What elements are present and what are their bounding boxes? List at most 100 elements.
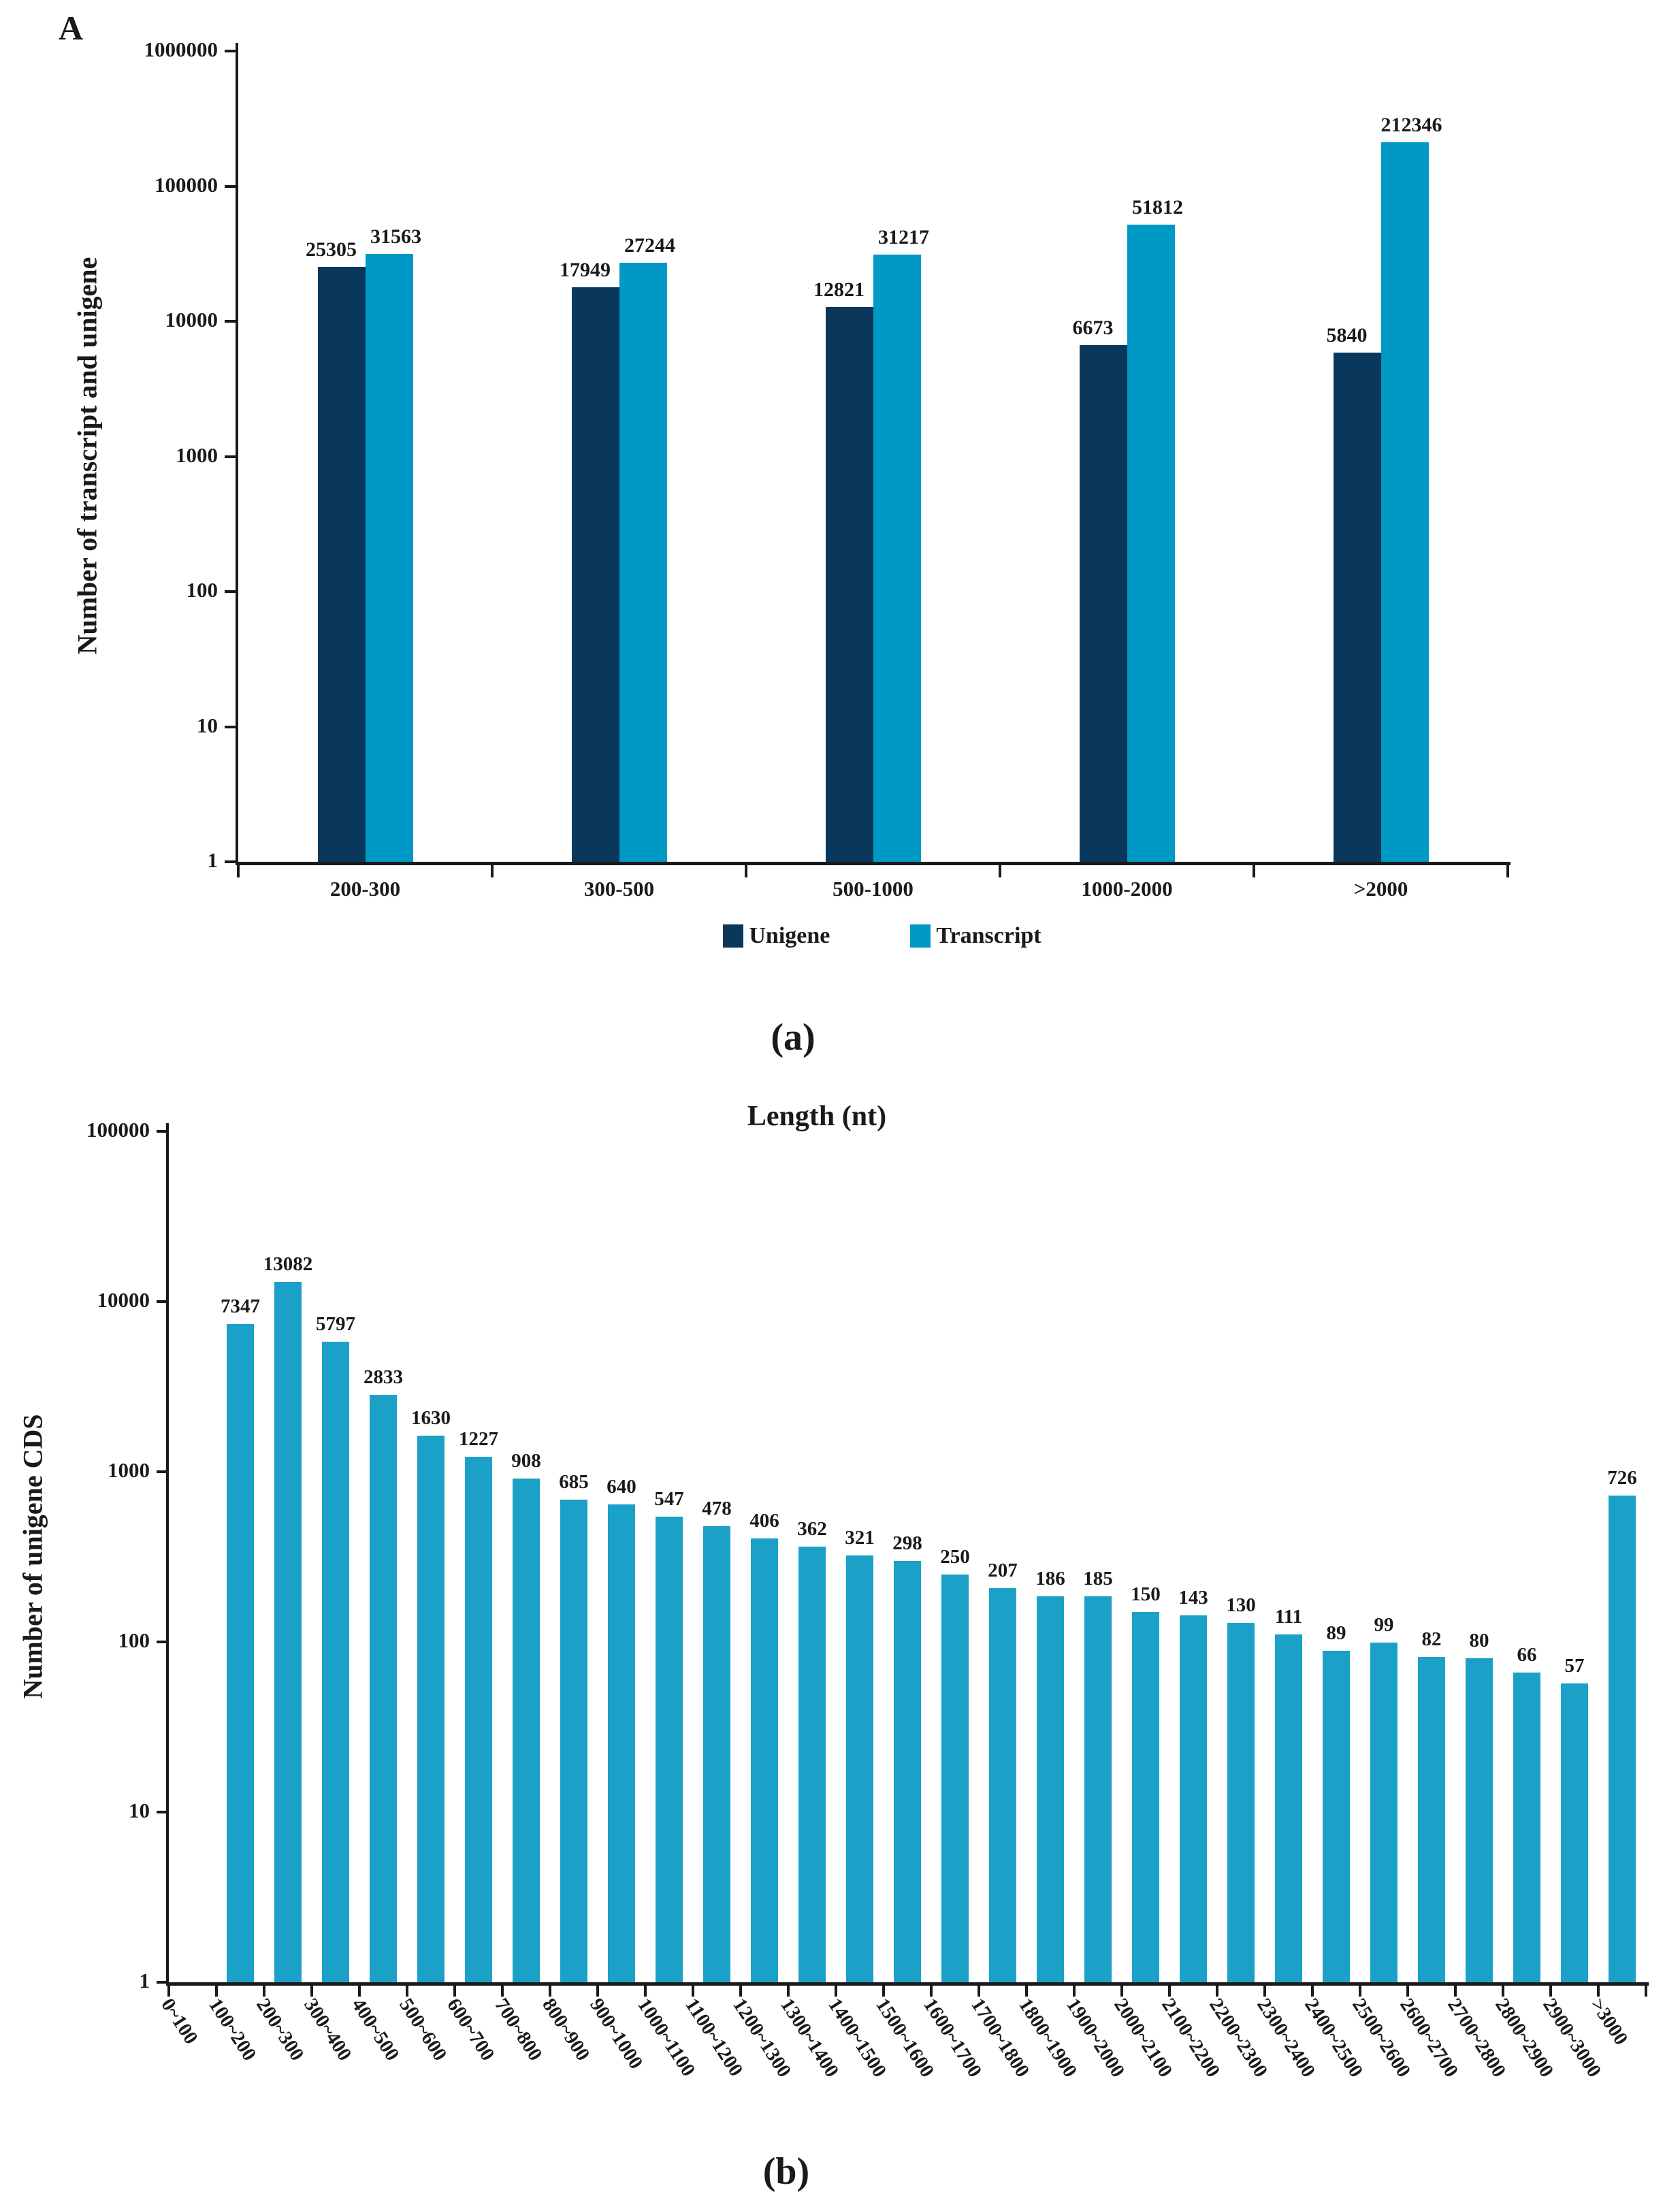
bar-unigene-cds: [989, 1588, 1016, 1982]
x-tick-a: [1253, 862, 1255, 877]
bar-value-label: 685: [559, 1471, 589, 1494]
bar-unigene: [571, 287, 619, 862]
x-tick-b: [406, 1982, 408, 1997]
x-tick-b: [739, 1982, 742, 1997]
y-tick-label-a: 10: [197, 713, 218, 737]
y-tick-b: [157, 1641, 166, 1643]
bar-unigene-cds: [370, 1394, 397, 1982]
bar-value-label: 298: [892, 1532, 922, 1555]
x-tick-b: [930, 1982, 933, 1997]
y-tick-b: [157, 1981, 166, 1984]
x-category-label: 200~300: [252, 1995, 308, 2065]
x-category-label: 1000-2000: [1081, 877, 1173, 901]
y-tick-label-b: 10000: [97, 1288, 150, 1312]
bar-value-label: 908: [511, 1450, 541, 1472]
x-tick-b: [215, 1982, 218, 1997]
bar-unigene-cds: [560, 1500, 587, 1982]
y-tick-b: [157, 1300, 166, 1303]
x-category-label: 500-1000: [833, 877, 914, 901]
x-tick-b: [549, 1982, 551, 1997]
bar-value-label: 111: [1274, 1605, 1303, 1628]
bar-unigene-cds: [941, 1574, 969, 1982]
x-tick-b: [596, 1982, 599, 1997]
x-category-label: 500~600: [395, 1995, 451, 2065]
bar-unigene-cds: [322, 1342, 349, 1982]
y-tick-a: [225, 320, 236, 323]
bar-unigene-cds: [1466, 1658, 1493, 1982]
bar-value-label: 25305: [306, 238, 357, 261]
bar-value-label: 31217: [878, 225, 929, 248]
x-tick-b: [167, 1982, 170, 1997]
y-tick-a: [225, 725, 236, 728]
bar-unigene-cds: [846, 1555, 873, 1982]
x-tick-b: [1120, 1982, 1123, 1997]
y-tick-b: [157, 1811, 166, 1813]
panel-a-label: A: [59, 9, 84, 47]
bar-unigene-cds: [1084, 1596, 1112, 1982]
y-tick-a: [225, 860, 236, 863]
bar-transcript: [365, 253, 413, 862]
x-tick-b: [310, 1982, 313, 1997]
y-tick-label-a: 1000: [176, 442, 218, 467]
x-tick-b: [1502, 1982, 1504, 1997]
x-category-label: 400~500: [347, 1995, 404, 2065]
bar-unigene-cds: [1132, 1611, 1159, 1982]
bar-unigene-cds: [1227, 1622, 1255, 1982]
bar-value-label: 5840: [1326, 324, 1368, 347]
bar-transcript: [619, 262, 667, 862]
x-tick-a: [237, 862, 240, 877]
x-tick-b: [501, 1982, 504, 1997]
bar-transcript: [873, 254, 921, 862]
x-tick-b: [1263, 1982, 1266, 1997]
bar-value-label: 130: [1226, 1594, 1256, 1616]
bar-value-label: 186: [1035, 1567, 1065, 1589]
x-tick-b: [1454, 1982, 1457, 1997]
bar-value-label: 5797: [316, 1313, 355, 1336]
x-tick-b: [1549, 1982, 1552, 1997]
bar-value-label: 185: [1083, 1568, 1113, 1590]
x-tick-b: [1073, 1982, 1076, 1997]
y-tick-a: [225, 184, 236, 188]
y-axis-line-a: [236, 43, 238, 865]
y-tick-a: [225, 590, 236, 593]
x-tick-b: [1025, 1982, 1028, 1997]
x-category-label: 0~100: [157, 1995, 202, 2048]
x-tick-b: [453, 1982, 456, 1997]
bar-value-label: 99: [1374, 1614, 1394, 1636]
x-axis-line-a: [236, 862, 1511, 865]
bar-unigene-cds: [656, 1516, 683, 1982]
bar-value-label: 478: [702, 1498, 732, 1520]
bar-value-label: 13082: [263, 1253, 313, 1275]
bar-value-label: 212346: [1380, 113, 1442, 136]
bar-value-label: 80: [1469, 1630, 1489, 1652]
x-tick-a: [1506, 862, 1509, 877]
bar-value-label: 207: [988, 1560, 1018, 1581]
chart-b-title: Length (nt): [747, 1101, 887, 1132]
x-tick-b: [1168, 1982, 1171, 1997]
x-tick-b: [692, 1982, 694, 1997]
x-tick-b: [263, 1982, 265, 1997]
y-tick-label-a: 10000: [165, 308, 219, 332]
bar-unigene: [317, 266, 366, 862]
x-category-label: 100~200: [204, 1995, 261, 2065]
bar-value-label: 82: [1421, 1628, 1442, 1650]
bar-unigene: [825, 306, 873, 862]
y-tick-label-b: 10: [129, 1798, 150, 1822]
x-tick-b: [882, 1982, 885, 1997]
x-tick-b: [1359, 1982, 1361, 1997]
bar-transcript: [1127, 225, 1175, 862]
x-tick-a: [491, 862, 494, 877]
unigene-legend-label: Unigene: [749, 923, 830, 948]
y-tick-b: [157, 1470, 166, 1473]
bar-value-label: 1630: [411, 1406, 451, 1429]
bar-unigene-cds: [513, 1479, 540, 1982]
y-tick-label-b: 100000: [86, 1118, 150, 1142]
x-tick-a: [745, 862, 747, 877]
bar-unigene-cds: [227, 1324, 254, 1982]
y-tick-label-b: 100: [118, 1628, 150, 1652]
x-tick-b: [835, 1982, 837, 1997]
y-tick-b: [157, 1130, 166, 1133]
y-tick-label-a: 1: [207, 848, 219, 872]
bar-value-label: 51812: [1132, 196, 1183, 219]
